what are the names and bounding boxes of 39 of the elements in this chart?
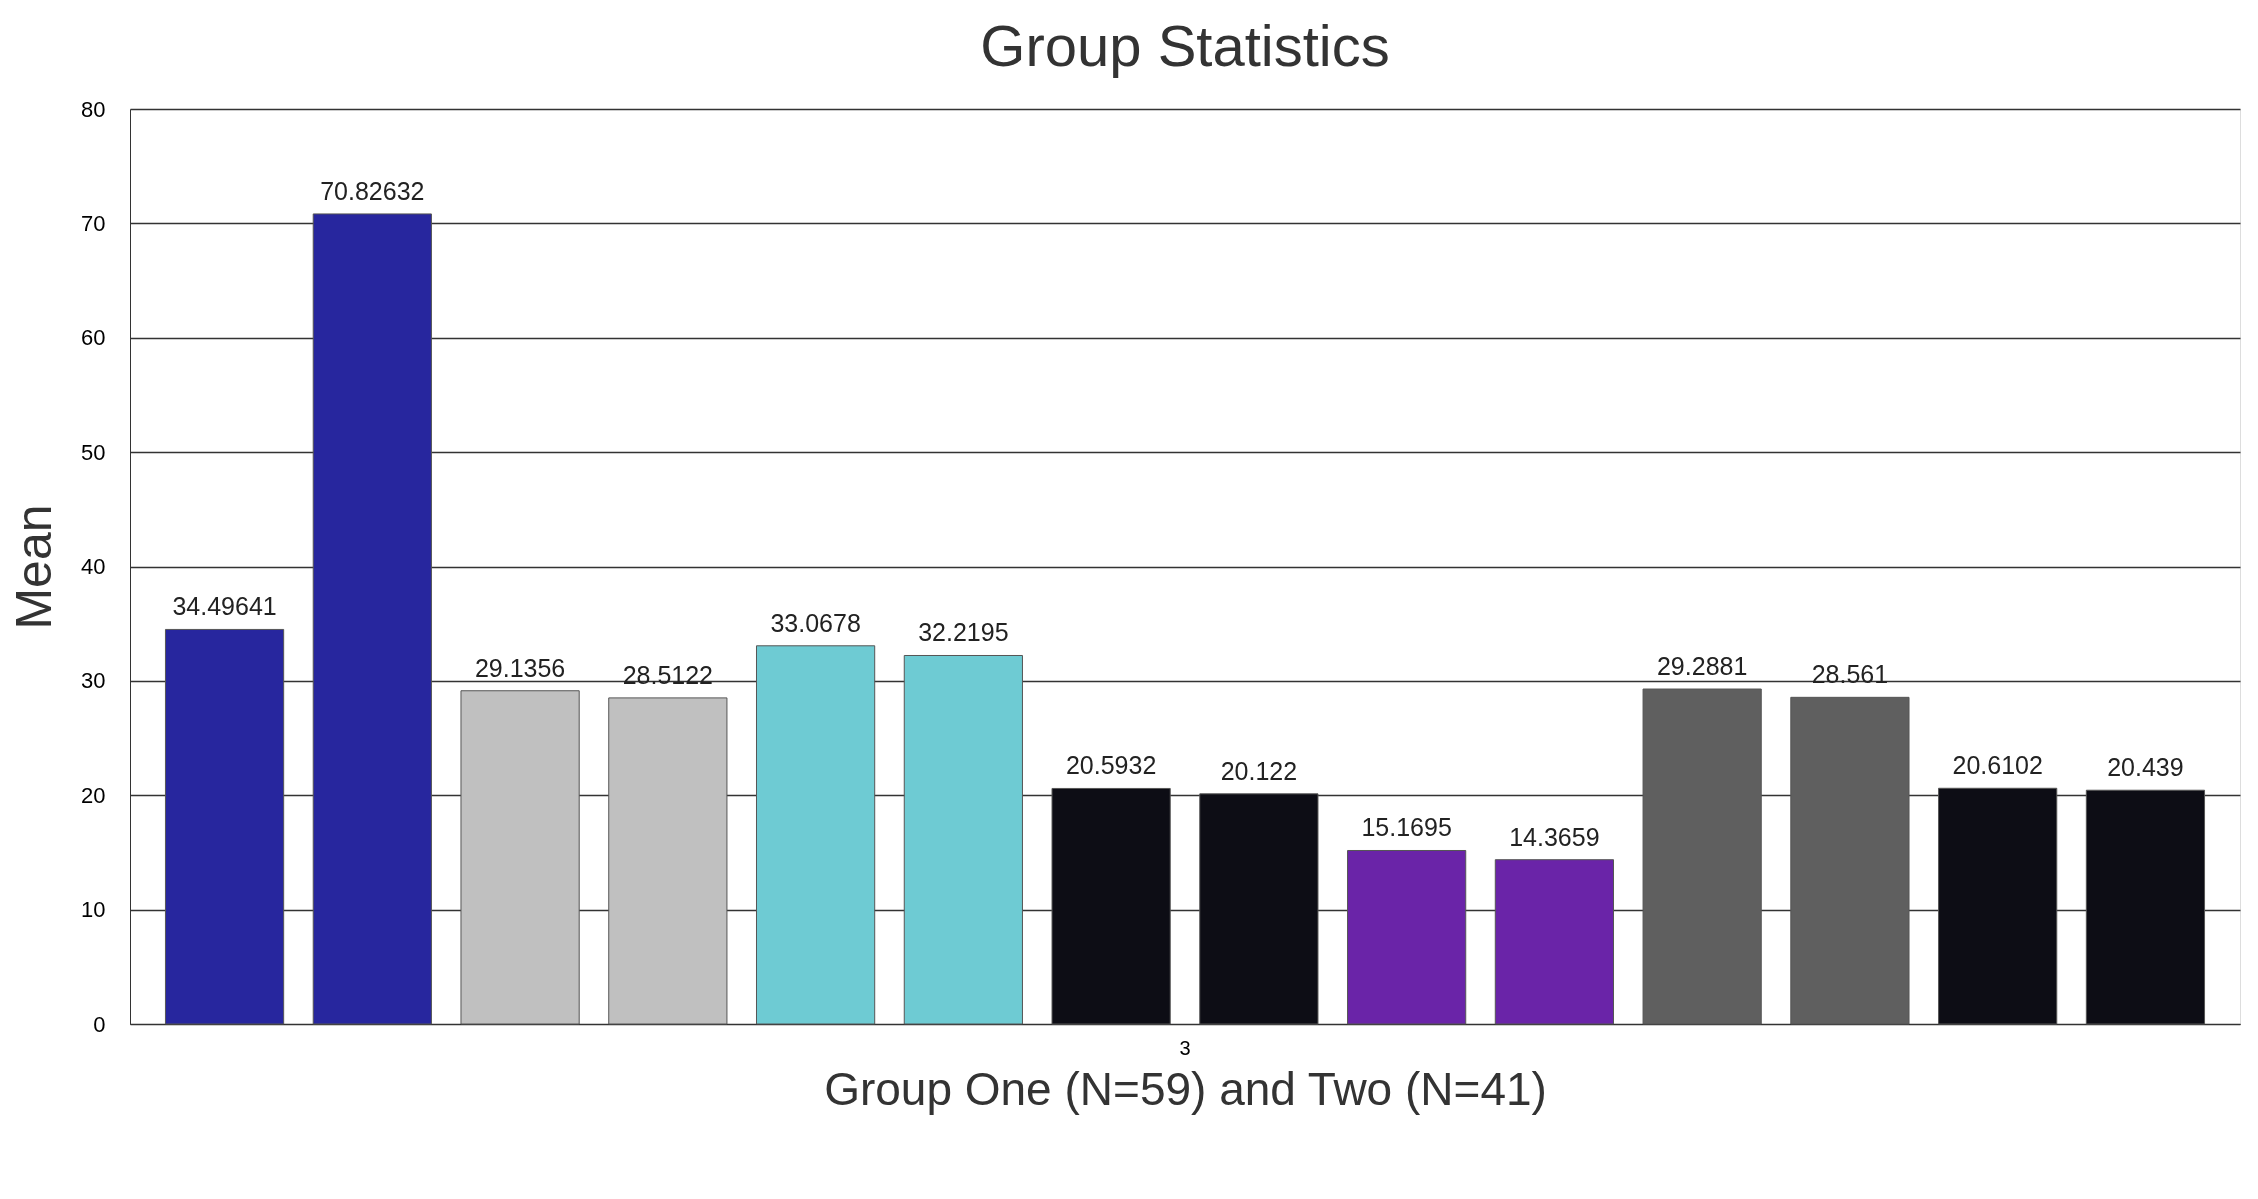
bar <box>1938 787 2058 1025</box>
data-label: 29.2881 <box>1656 652 1748 681</box>
bar <box>312 213 432 1025</box>
y-tick-label: 0 <box>93 1011 106 1037</box>
chart-title: Group Statistics <box>980 13 1390 78</box>
bar <box>164 628 285 1025</box>
data-label: 33.0678 <box>770 608 861 637</box>
y-tick-label: 80 <box>81 96 106 122</box>
data-label: 70.82632 <box>320 176 425 205</box>
bar <box>460 690 580 1025</box>
y-tick-label: 10 <box>81 897 106 923</box>
data-label: 15.1695 <box>1361 813 1452 842</box>
data-label: 34.49641 <box>172 592 277 621</box>
data-label: 20.6102 <box>1952 751 2043 780</box>
bar <box>903 654 1023 1025</box>
bar <box>1642 688 1762 1025</box>
bar <box>1790 696 1910 1025</box>
data-label: 20.122 <box>1220 756 1298 785</box>
bar <box>1494 859 1614 1025</box>
bar <box>2085 789 2206 1025</box>
bar <box>1347 850 1467 1025</box>
y-axis-title: Mean <box>6 504 63 630</box>
data-label: 29.1356 <box>474 653 566 682</box>
y-tick-label: 50 <box>81 439 106 465</box>
x-axis-title: Group One (N=59) and Two (N=41) <box>824 1062 1547 1115</box>
data-label: 14.3659 <box>1509 822 1600 851</box>
data-label: 20.5932 <box>1065 751 1157 780</box>
bar <box>756 645 876 1025</box>
x-tick-label: 3 <box>1179 1036 1191 1059</box>
data-label: 20.439 <box>2107 753 2184 782</box>
y-tick-label: 70 <box>81 210 106 236</box>
y-tick-label: 20 <box>81 782 106 808</box>
y-tick-label: 30 <box>81 668 106 694</box>
bar <box>1199 793 1319 1025</box>
bar <box>608 697 728 1025</box>
data-label: 32.2195 <box>918 618 1009 647</box>
bar <box>1051 787 1171 1025</box>
y-tick-label: 60 <box>81 325 106 351</box>
y-tick-label: 40 <box>81 554 106 579</box>
